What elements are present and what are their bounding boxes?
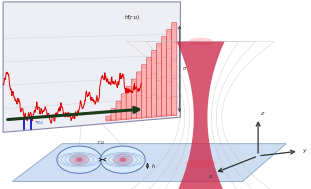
- Polygon shape: [111, 108, 116, 121]
- Text: $h$: $h$: [151, 162, 156, 170]
- Text: $r_{12}$: $r_{12}$: [97, 139, 105, 147]
- Ellipse shape: [105, 167, 141, 172]
- Ellipse shape: [76, 158, 83, 162]
- Ellipse shape: [69, 154, 89, 166]
- Ellipse shape: [57, 146, 102, 173]
- Ellipse shape: [188, 38, 213, 45]
- Polygon shape: [3, 2, 180, 132]
- Text: y: y: [302, 148, 305, 153]
- Polygon shape: [121, 94, 126, 120]
- Text: $\sigma$: $\sigma$: [182, 65, 187, 72]
- Polygon shape: [162, 36, 167, 116]
- Polygon shape: [116, 101, 121, 120]
- Polygon shape: [156, 43, 162, 117]
- Polygon shape: [131, 79, 136, 119]
- Text: $\tau_{012}$: $\tau_{012}$: [34, 119, 44, 127]
- Polygon shape: [146, 57, 151, 118]
- Polygon shape: [126, 86, 131, 119]
- Polygon shape: [177, 42, 225, 189]
- Polygon shape: [172, 23, 177, 116]
- Ellipse shape: [113, 154, 133, 166]
- Polygon shape: [136, 72, 142, 119]
- Polygon shape: [106, 116, 111, 121]
- Ellipse shape: [119, 158, 126, 162]
- Polygon shape: [142, 65, 146, 118]
- Ellipse shape: [100, 146, 145, 173]
- Polygon shape: [151, 50, 156, 117]
- Text: z: z: [260, 111, 263, 116]
- Ellipse shape: [185, 159, 216, 168]
- Ellipse shape: [61, 167, 97, 172]
- Polygon shape: [12, 144, 286, 181]
- Text: $H(r_{12})$: $H(r_{12})$: [124, 13, 141, 22]
- Polygon shape: [167, 29, 172, 116]
- Text: x: x: [208, 174, 212, 179]
